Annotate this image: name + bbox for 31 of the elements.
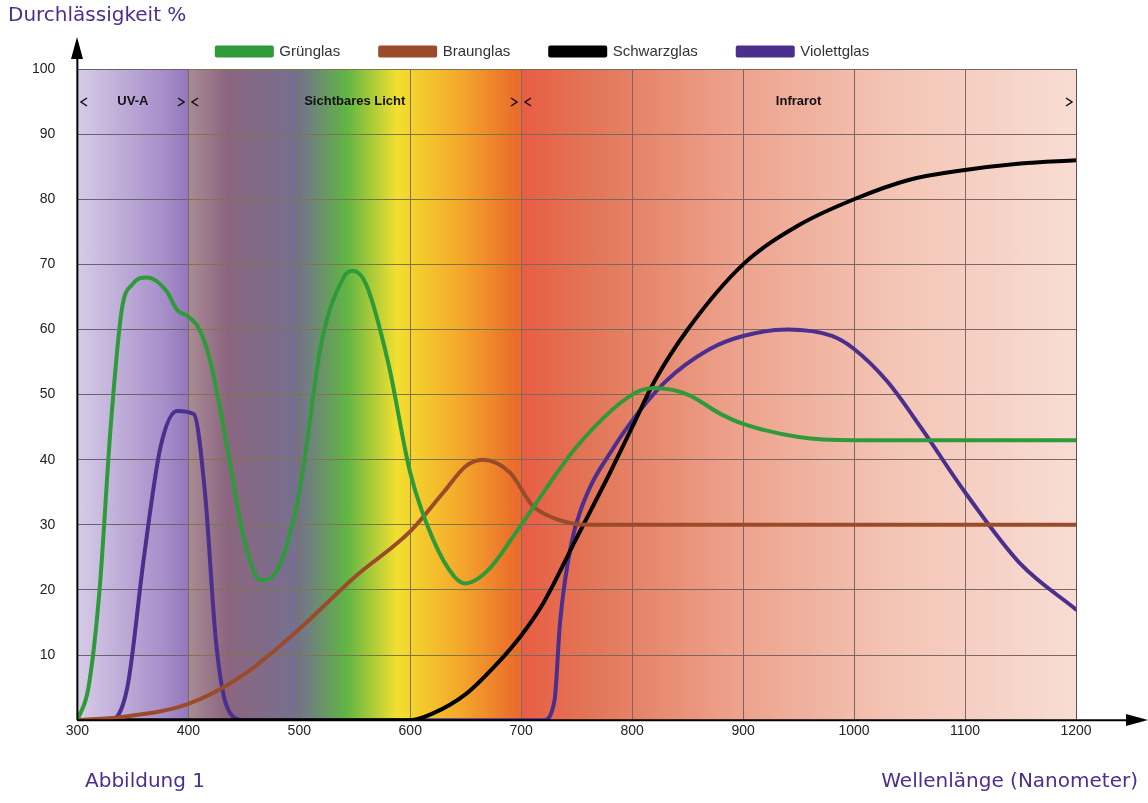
y-tick-label: 10 xyxy=(39,645,56,662)
y-tick-label: 100 xyxy=(32,59,56,76)
y-tick-label: 70 xyxy=(39,255,56,272)
x-tick-label: 1000 xyxy=(838,722,870,739)
band-label: UV-A xyxy=(117,93,149,109)
y-axis-title: Durchlässigkeit % xyxy=(8,2,187,27)
x-tick-label: 700 xyxy=(509,722,534,739)
x-tick-label: 800 xyxy=(620,722,645,739)
y-tick-label: 20 xyxy=(39,580,56,597)
x-tick-label: 900 xyxy=(731,722,756,739)
y-tick-label: 30 xyxy=(39,515,56,532)
x-axis-title: Wellenlänge (Nanometer) xyxy=(881,768,1138,793)
y-tick-label: 50 xyxy=(39,385,56,402)
y-tick-label: 40 xyxy=(39,450,56,467)
band-label: Infrarot xyxy=(775,93,823,109)
y-tick-label: 90 xyxy=(39,124,56,141)
x-tick-label: 400 xyxy=(176,722,201,739)
text: Abbildung 1 xyxy=(85,768,206,793)
y-tick-label: 60 xyxy=(39,320,56,337)
x-tick-label: 500 xyxy=(287,722,312,739)
legend-label: Schwarzglas xyxy=(612,41,698,59)
legend-label: Violettglas xyxy=(800,41,870,59)
x-tick-label: 600 xyxy=(398,722,423,739)
legend-label: Braunglas xyxy=(442,41,511,59)
y-tick-label: 80 xyxy=(39,190,56,207)
band-label: Sichtbares Licht xyxy=(304,93,406,109)
x-tick-label: 1200 xyxy=(1060,722,1092,739)
x-tick-label: 300 xyxy=(65,722,90,739)
legend-label: Grünglas xyxy=(279,41,341,59)
x-tick-label: 1100 xyxy=(949,722,981,739)
line-series xyxy=(77,457,1076,721)
